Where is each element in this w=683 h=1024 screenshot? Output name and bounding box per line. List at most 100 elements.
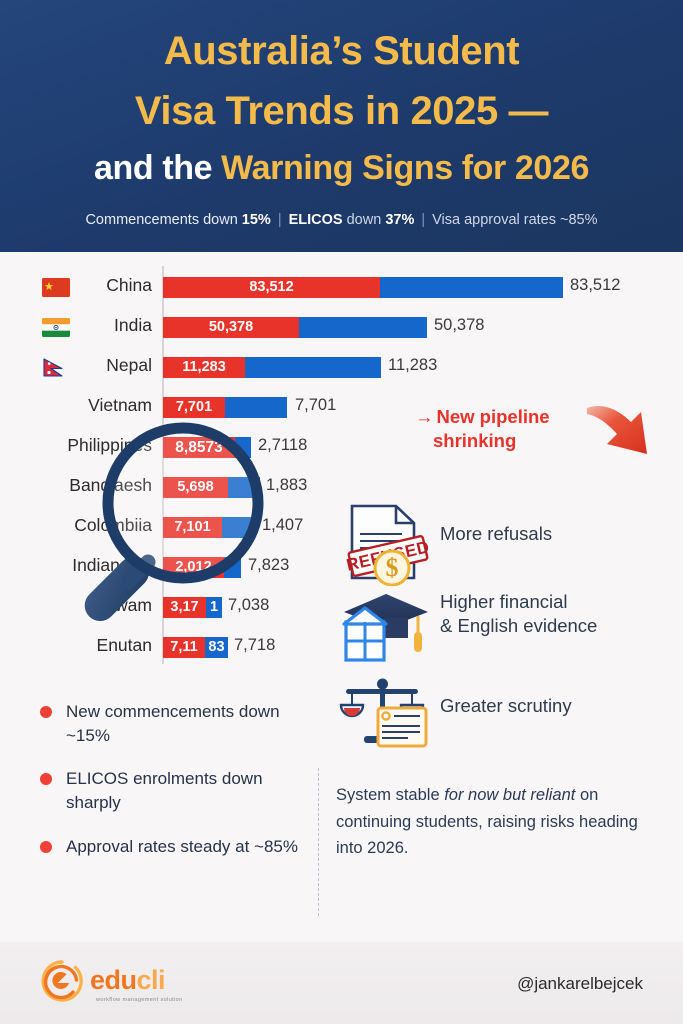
table-row: Vietnam 7,701 7,701: [0, 392, 340, 422]
bar-outside-label-2: 11,283: [388, 356, 438, 374]
chart-label-3: Vietnam: [88, 395, 152, 415]
table-row: India 50,378 50,378: [0, 312, 484, 342]
bullet-dot-icon: [40, 840, 52, 853]
bar-outside-label-6: 1,407: [262, 516, 304, 534]
subtitle-stat-2-mid: down: [342, 212, 386, 228]
pipeline-annotation-line1: New pipeline: [436, 406, 550, 427]
chart-label-2: Nepal: [106, 355, 152, 375]
table-row: Taiwam 3,17 1 7,038: [0, 592, 340, 622]
bar-segment-red-0: [163, 277, 380, 298]
svg-text:$: $: [386, 553, 399, 582]
table-row: China 83,512 83,512: [0, 272, 620, 302]
bullet-text-1: ELICOS enrolments down sharply: [66, 769, 263, 813]
system-stability-note: System stable for now but reliant on con…: [336, 782, 646, 862]
bar-segment-red-2: [163, 357, 245, 378]
bullet-text-0: New commencements down ~15%: [66, 702, 280, 746]
bar-inside-label-1: 50,378: [208, 319, 254, 335]
bar-segment-blue-3: [225, 397, 287, 418]
pipeline-annotation: → New pipeline shrinking: [415, 405, 605, 453]
chart-bar-2: [163, 357, 381, 378]
subtitle-separator-2: |: [421, 212, 426, 228]
bar-outside-label-4: 2,7118: [258, 436, 308, 454]
subtitle-stat-3: Visa approval rates ~85%: [432, 212, 598, 228]
logo-text-cli: cli: [136, 965, 166, 995]
chart-bar-8: [163, 597, 222, 618]
table-row: Indianesia 2,012 7,823: [0, 552, 340, 582]
logo-text-edu: edu: [90, 965, 137, 995]
subtitle-stat-1-value: 15%: [241, 212, 271, 228]
table-row: Bandlaesh 5,698 1,883: [0, 472, 340, 502]
bar-segment-blue-8: [206, 597, 222, 618]
page-title-line1: Australia’s Student: [163, 29, 520, 73]
bar-inside-label-2: 11,283: [182, 359, 226, 375]
educli-wordmark: educli: [90, 965, 166, 996]
scales-document-icon: [336, 672, 432, 757]
bar-outside-label-8: 7,038: [228, 596, 270, 614]
chart-label-5: Bandlaesh: [69, 475, 152, 495]
bar-segment-blue-5: [228, 477, 260, 498]
table-row: Nepal 11,283 11,283: [0, 352, 437, 382]
subtitle-stat-2-pre: ELICOS: [288, 212, 343, 228]
system-note-suffix: on continuing students, raising risks he…: [336, 786, 638, 858]
list-item: Approval rates steady at ~85%: [38, 835, 318, 859]
table-row: Enutan 7,11 83 7,718: [0, 632, 340, 662]
bar-segment-blue-2: [245, 357, 381, 378]
icon-item-label-2: Greater scrutiny: [440, 695, 572, 716]
bar-outside-label-1: 50,378: [434, 316, 485, 334]
footer-bar: educli workflow management solution @jan…: [0, 942, 683, 1024]
bar-segment-red-1: [163, 317, 299, 338]
bar-inside-label-5: 5,698: [177, 479, 214, 495]
bar-segment-blue-7: [224, 557, 241, 578]
bar-outside-label-7: 7,823: [248, 556, 290, 574]
flag-india-icon: [42, 318, 70, 337]
bar-segment-red-9: [163, 637, 205, 658]
bar-segment-red-3: [163, 397, 225, 418]
flag-china-icon: [42, 278, 70, 297]
chart-label-9: Enutan: [96, 635, 152, 655]
author-handle: @jankarelbejcek: [517, 974, 643, 993]
chart-bar-1: [163, 317, 427, 338]
system-note-prefix: System stable: [336, 786, 445, 804]
down-right-arrow-icon: [583, 398, 668, 468]
logo-tagline: workflow management solution: [96, 997, 183, 1003]
icon-item-higher-evidence: Higher financial & English evidence: [336, 586, 666, 668]
bullet-dot-icon: [40, 773, 52, 786]
bar-outside-label-3: 7,701: [295, 396, 337, 414]
bar-inside-label-8: 3,17: [170, 599, 199, 615]
list-item: New commencements down ~15%: [38, 700, 318, 748]
bar-segment-blue-4: [235, 437, 251, 458]
icon-item-label-1: Higher financial & English evidence: [440, 591, 598, 637]
chart-bar-0: [163, 277, 563, 298]
key-stats-bullet-list: New commencements down ~15% ELICOS enrol…: [38, 700, 318, 878]
bar-inside-label-9: 7,11: [170, 639, 198, 655]
chart-label-4: Philippines: [67, 435, 152, 455]
bar-inside-label-8b: 1: [209, 599, 219, 615]
page-title-line2: Visa Trends in 2025 —: [134, 89, 549, 133]
bar-segment-blue-0: [380, 277, 563, 298]
bar-inside-label-6: 7,101: [174, 519, 211, 535]
icon-item-greater-scrutiny: Greater scrutiny: [336, 672, 666, 754]
chart-label-1: India: [114, 315, 152, 335]
chart-label-8: Taiwam: [92, 595, 152, 615]
flag-nepal-icon: [42, 358, 70, 377]
page-title-line3-plain: and the: [94, 149, 222, 187]
bar-segment-blue-6: [222, 517, 254, 538]
graduation-school-icon: [336, 586, 432, 671]
educli-logo[interactable]: educli workflow management solution: [40, 957, 230, 1009]
chart-label-7: Indianesia: [72, 555, 152, 575]
bar-segment-blue-9: [205, 637, 228, 658]
educli-logomark-icon: [40, 959, 84, 1003]
country-bar-chart: China 83,512 83,512 India 50,378 50,378: [0, 258, 620, 678]
page-title-line3-highlight: Warning Signs for 2026: [221, 149, 589, 187]
list-item: ELICOS enrolments down sharply: [38, 767, 318, 815]
chart-bar-3: [163, 397, 287, 418]
table-row: Colombiia 7,101 1,407: [0, 512, 340, 542]
table-row: Philippines 8,8573 2,7118: [0, 432, 340, 462]
pipeline-annotation-line2: shrinking: [433, 430, 517, 452]
header-subtitle: Commencements down 15% | ELICOS down 37% | V…: [0, 212, 683, 228]
bullet-dot-icon: [40, 706, 52, 718]
bar-outside-label-5: 1,883: [266, 476, 308, 494]
bar-inside-label-7: 2,012: [175, 559, 212, 575]
chart-label-0: China: [106, 275, 152, 295]
